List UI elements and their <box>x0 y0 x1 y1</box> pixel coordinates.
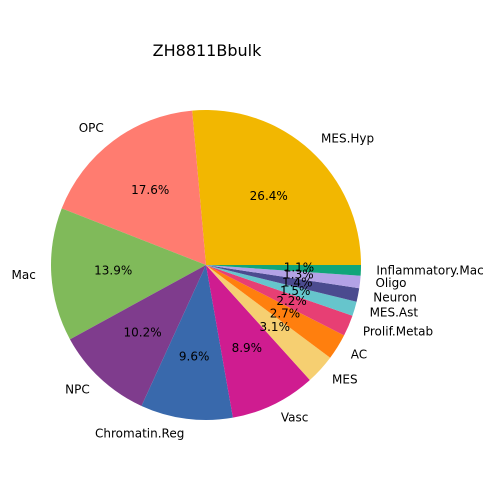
slice-percent-label: 17.6% <box>131 183 169 197</box>
slice-label: Inflammatory.Mac <box>376 263 483 277</box>
pie-slice-mes-hyp <box>192 110 361 265</box>
slice-label: Oligo <box>375 276 406 290</box>
slice-percent-label: 26.4% <box>250 189 288 203</box>
pie-percent-labels: 26.4% 17.6% 13.9% 10.2% 9.6% 8.9% 3.1%2.7%2.2%… <box>94 183 314 364</box>
pie-labels: MES.Hyp OPC Mac NPC Chromatin.Reg Vasc MES AC Pr… <box>12 121 484 441</box>
slice-percent-label: 1.3% <box>283 268 314 282</box>
pie-slice-vasc <box>206 265 310 418</box>
slice-label: Mac <box>12 268 36 282</box>
pie-slice-mac <box>51 208 207 340</box>
pie-slice-oligo <box>206 265 361 289</box>
slice-percent-label: 1.1% <box>284 261 315 275</box>
slice-label: MES.Ast <box>370 306 419 320</box>
slice-percent-label: 3.1% <box>259 320 290 334</box>
slice-label: Chromatin.Reg <box>95 427 184 441</box>
slice-percent-label: 9.6% <box>179 350 210 364</box>
pie-slice-prolif-metab <box>206 265 353 336</box>
slice-percent-label: 2.7% <box>270 307 301 321</box>
slice-label: Prolif.Metab <box>363 324 433 338</box>
pie-slice-opc <box>61 110 206 265</box>
pie-slice-mes <box>206 265 331 381</box>
slice-label: NPC <box>65 382 90 396</box>
slice-label: AC <box>351 348 367 362</box>
pie-slice-npc <box>69 265 207 406</box>
slice-percent-label: 10.2% <box>124 326 162 340</box>
slice-percent-label: 8.9% <box>232 341 263 355</box>
pie-slice-ac <box>206 265 345 358</box>
slice-label: OPC <box>79 121 104 135</box>
slice-label: Neuron <box>373 291 417 305</box>
slice-label: Vasc <box>281 411 308 425</box>
slice-percent-label: 1.5% <box>280 284 311 298</box>
pie-slices <box>51 110 361 420</box>
slice-percent-label: 13.9% <box>94 263 132 277</box>
pie-slice-inflammatory-mac <box>206 265 361 276</box>
slice-percent-label: 1.4% <box>282 276 313 290</box>
slice-label: MES <box>332 372 358 386</box>
slice-percent-label: 2.2% <box>276 294 307 308</box>
pie-slice-chromatin-reg <box>141 265 233 420</box>
chart-title: ZH8811Bbulk <box>153 41 262 60</box>
slice-label: MES.Hyp <box>321 132 374 146</box>
pie-slice-neuron <box>206 265 360 302</box>
pie-slice-mes-ast <box>206 265 357 316</box>
